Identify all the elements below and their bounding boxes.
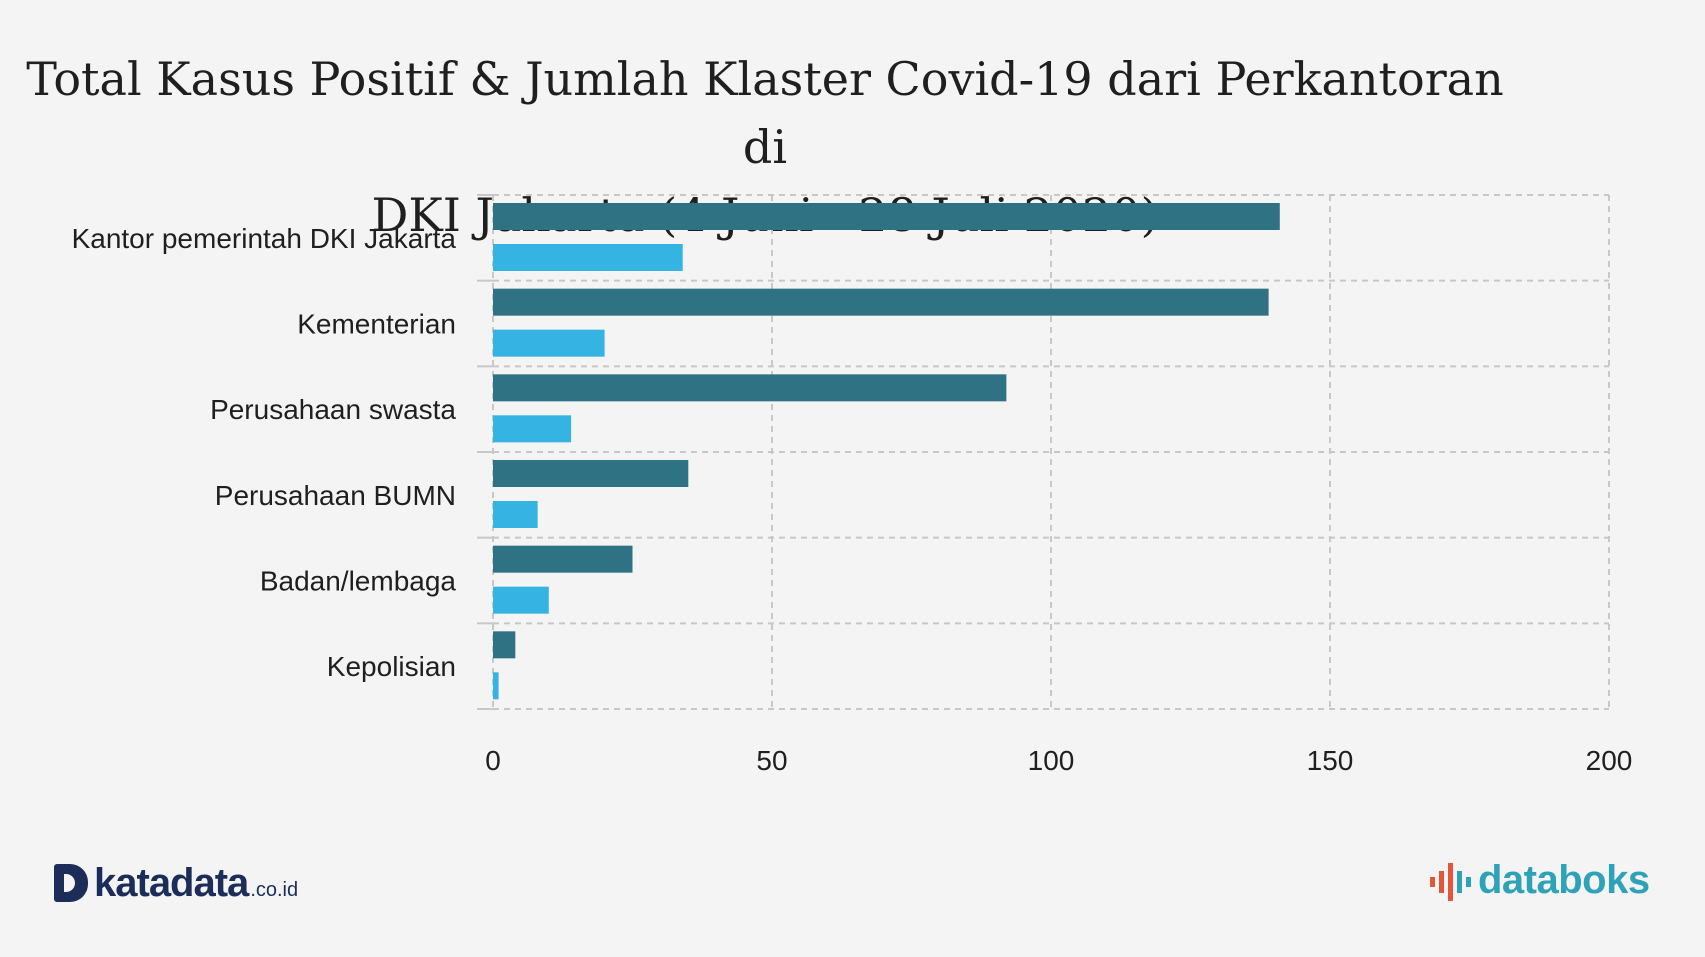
- databoks-logo-icon: [1430, 862, 1471, 901]
- databoks-logo-text: databoks: [1478, 858, 1650, 902]
- bar-series-2: [493, 672, 499, 700]
- chart-title-line-1: Total Kasus Positif & Jumlah Klaster Cov…: [26, 52, 1504, 174]
- grid-lines: [477, 194, 1610, 710]
- x-axis-ticks: 0 50 100 150 200: [485, 745, 1632, 776]
- category-label: Kepolisian: [327, 651, 456, 682]
- katadata-logo-suffix: .co.id: [250, 879, 299, 901]
- category-label: Badan/lembaga: [260, 566, 457, 597]
- bar-series-1: [493, 631, 516, 659]
- katadata-logo-icon: [54, 864, 88, 902]
- katadata-logo: katadata .co.id: [54, 858, 298, 906]
- bar-series-2: [493, 501, 538, 528]
- bar-series-1: [493, 288, 1269, 316]
- category-label: Kementerian: [297, 309, 456, 340]
- bar-series-2: [493, 329, 605, 357]
- x-tick-label: 50: [756, 745, 787, 776]
- x-tick-label: 150: [1307, 745, 1354, 776]
- bar-series-2: [493, 244, 683, 271]
- bar-series-1: [493, 460, 689, 487]
- bar-series-1: [493, 545, 633, 573]
- bar-series-1: [493, 374, 1007, 402]
- x-tick-label: 200: [1586, 745, 1633, 776]
- bar-series-1: [493, 203, 1280, 230]
- x-tick-label: 0: [485, 745, 501, 776]
- bar-series-2: [493, 415, 572, 443]
- bars: [493, 203, 1280, 700]
- category-label: Perusahaan BUMN: [215, 480, 456, 511]
- katadata-logo-text: katadata: [94, 861, 249, 905]
- databoks-logo: databoks: [1428, 858, 1650, 903]
- x-tick-label: 100: [1028, 745, 1075, 776]
- category-label: Kantor pemerintah DKI Jakarta: [72, 223, 457, 254]
- bar-series-2: [493, 586, 549, 614]
- category-labels: Kantor pemerintah DKI Jakarta Kementerian…: [72, 223, 457, 682]
- category-label: Perusahaan swasta: [210, 394, 456, 425]
